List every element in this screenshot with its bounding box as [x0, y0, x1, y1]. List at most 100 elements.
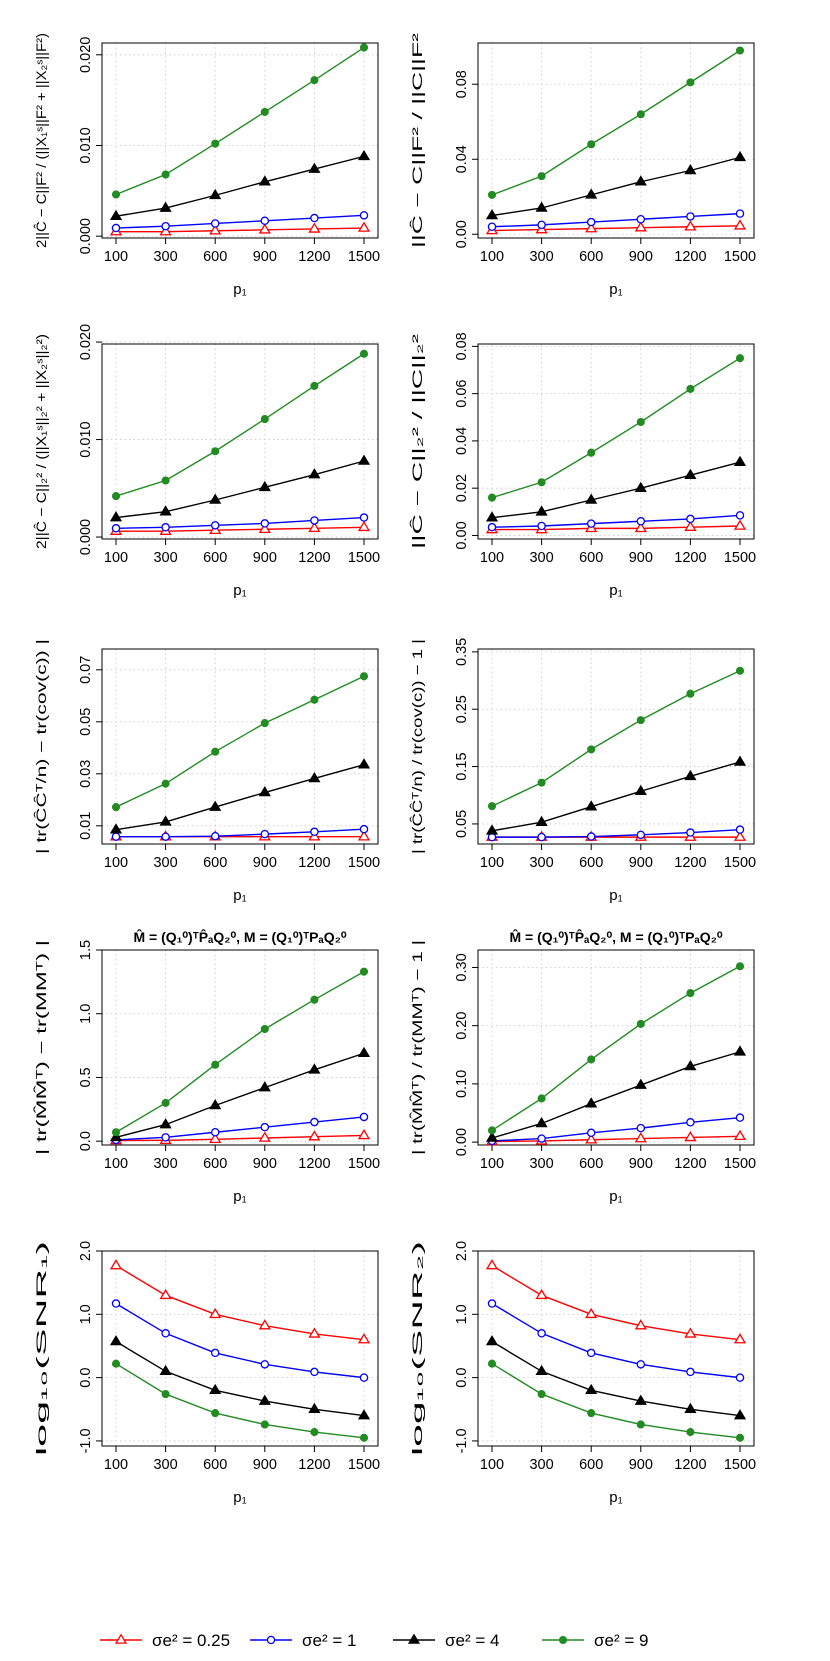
data-point	[487, 1126, 497, 1135]
series-1	[109, 221, 371, 236]
data-point	[634, 1394, 647, 1405]
series-line	[492, 525, 741, 531]
data-point	[733, 150, 747, 162]
data-point	[684, 769, 697, 781]
data-point	[586, 1128, 596, 1138]
x-axis-label: p₁	[233, 281, 246, 298]
data-point	[535, 1116, 548, 1128]
series-line	[491, 225, 741, 232]
data-point	[109, 823, 123, 834]
data-point	[161, 832, 170, 841]
data-point	[359, 43, 369, 52]
series-line	[115, 764, 365, 831]
y-tick-label: 0.00	[454, 521, 470, 549]
data-point	[733, 519, 747, 530]
legend-item-3: σe² = 4	[393, 1631, 499, 1650]
series-line	[491, 461, 741, 519]
y-tick-label: 0.020	[78, 324, 94, 360]
series-2	[487, 825, 745, 842]
x-tick-label: 300	[153, 1457, 177, 1473]
data-point	[586, 217, 596, 227]
data-point	[310, 695, 319, 704]
series-line	[491, 761, 741, 832]
data-point	[210, 521, 220, 530]
y-axis-label: | tr(M̂M̂ᵀ) / tr(MMᵀ) − 1 |	[409, 940, 425, 1155]
data-point	[684, 164, 697, 175]
data-point	[636, 1420, 645, 1429]
series-3	[485, 455, 747, 522]
data-point	[585, 1133, 598, 1144]
data-point	[109, 1130, 123, 1142]
series-3	[485, 755, 747, 835]
data-point	[487, 522, 497, 532]
x-tick-label: 1200	[674, 855, 706, 871]
y-axis-label: | tr(M̂M̂ᵀ) − tr(MMᵀ) |	[33, 940, 49, 1155]
y-tick-label: 0.15	[454, 752, 470, 780]
series-2	[111, 1299, 369, 1382]
data-point	[209, 800, 222, 811]
x-axis-label: p₁	[609, 582, 622, 599]
x-tick-label: 100	[480, 550, 504, 566]
legend-label: σe² = 9	[594, 1631, 648, 1650]
data-point	[310, 1367, 319, 1377]
data-point	[357, 1128, 371, 1140]
x-tick-label: 100	[480, 249, 504, 265]
data-point	[485, 1131, 499, 1142]
data-point	[310, 381, 319, 390]
data-point	[733, 1333, 747, 1344]
legend-marker	[114, 1633, 128, 1644]
x-axis-label: p₁	[233, 582, 246, 599]
series-line	[116, 828, 365, 838]
data-point	[258, 480, 271, 492]
data-point	[537, 832, 546, 842]
data-point	[686, 212, 695, 221]
series-4	[487, 962, 745, 1135]
x-axis-label: p₁	[609, 1188, 622, 1205]
y-tick-label: 0.04	[454, 145, 470, 173]
y-tick-label: 0.0	[454, 1368, 470, 1388]
data-point	[634, 221, 647, 232]
series-2	[111, 824, 369, 841]
series-line	[115, 1363, 365, 1439]
data-point	[209, 1132, 222, 1144]
plot-frame	[101, 1250, 379, 1447]
data-point	[159, 1364, 172, 1376]
data-point	[161, 476, 170, 485]
y-axis-label: | tr(ĈĈᵀ/n) / tr(cov(c)) − 1 |	[409, 639, 425, 854]
y-tick-label: 0.20	[454, 1012, 470, 1040]
x-tick-label: 600	[203, 855, 227, 871]
x-tick-label: 1500	[348, 550, 380, 566]
series-2	[111, 211, 369, 233]
x-tick-label: 900	[629, 1156, 653, 1172]
series-line	[491, 965, 741, 1132]
x-tick-label: 300	[529, 1156, 553, 1172]
y-tick-label: 0.0	[78, 1131, 94, 1151]
x-tick-label: 1200	[674, 550, 706, 566]
series-line	[115, 1116, 365, 1141]
x-tick-label: 1500	[724, 1457, 756, 1473]
chart-panel-3: 100 300 600 900 1200 1500 0.000 0.010 0.020 p₁ 2||…	[33, 324, 380, 599]
data-point	[585, 800, 598, 811]
data-point	[537, 778, 546, 787]
data-point	[111, 524, 121, 533]
series-2	[487, 511, 745, 532]
x-tick-label: 900	[629, 1457, 653, 1473]
data-point	[587, 1409, 596, 1418]
series-line	[115, 353, 365, 497]
data-point	[211, 747, 220, 756]
data-point	[357, 149, 371, 161]
data-point	[211, 139, 220, 148]
data-point	[585, 1307, 598, 1319]
data-point	[684, 1327, 697, 1338]
data-point	[260, 829, 270, 839]
series-line	[491, 1302, 741, 1379]
data-point	[587, 745, 596, 754]
data-point	[260, 1360, 270, 1369]
data-point	[537, 172, 546, 181]
data-point	[684, 220, 697, 231]
y-axis-label: 2||Ĉ − C||F² / (||X₁ˢ||F² + ||X₂ˢ||F²)	[33, 33, 49, 248]
data-point	[260, 719, 269, 728]
data-point	[159, 201, 172, 212]
x-tick-label: 300	[153, 249, 177, 265]
data-point	[359, 1112, 369, 1122]
